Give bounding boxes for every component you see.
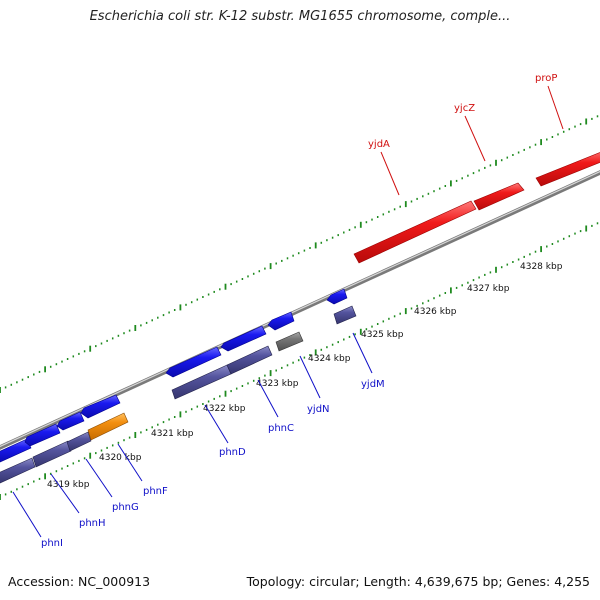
feature-blue-1[interactable] bbox=[0, 438, 32, 463]
svg-text:proP: proP bbox=[535, 73, 557, 84]
gene-label-phnH[interactable]: phnH bbox=[50, 473, 106, 529]
kbp-label: 4324 kbp bbox=[308, 354, 351, 364]
svg-text:yjdM: yjdM bbox=[361, 379, 385, 390]
svg-text:phnH: phnH bbox=[79, 518, 106, 529]
svg-text:phnF: phnF bbox=[143, 486, 168, 497]
gene-label-yjdA[interactable]: yjdA bbox=[368, 139, 400, 196]
feature-phnH[interactable] bbox=[32, 440, 72, 468]
gene-label-phnI[interactable]: phnI bbox=[12, 491, 63, 549]
svg-text:yjdN: yjdN bbox=[307, 404, 330, 415]
kbp-label: 4328 kbp bbox=[520, 262, 563, 272]
kbp-label: 4323 kbp bbox=[256, 379, 299, 389]
gene-label-phnD[interactable]: phnD bbox=[204, 404, 246, 458]
accession-text: Accession: NC_000913 bbox=[8, 574, 151, 589]
svg-text:yjdA: yjdA bbox=[368, 139, 390, 150]
feature-proP[interactable] bbox=[535, 150, 600, 187]
feature-phnG[interactable] bbox=[66, 431, 92, 452]
feature-yjdM[interactable] bbox=[333, 305, 357, 325]
upper-tick-track bbox=[0, 115, 599, 393]
kbp-label: 4320 kbp bbox=[99, 453, 142, 463]
gene-label-proP[interactable]: proP bbox=[535, 73, 564, 130]
svg-text:phnI: phnI bbox=[41, 538, 63, 549]
svg-text:phnC: phnC bbox=[268, 423, 294, 434]
feature-blue-3[interactable] bbox=[56, 411, 85, 431]
feature-yjcZ[interactable] bbox=[473, 182, 525, 211]
gene-label-phnF[interactable]: phnF bbox=[117, 443, 168, 497]
gene-label-phnC[interactable]: phnC bbox=[257, 379, 294, 434]
feature-blue-4[interactable] bbox=[80, 394, 121, 419]
feature-yjdA[interactable] bbox=[353, 200, 477, 264]
feature-blue-5[interactable] bbox=[165, 346, 222, 378]
topology-text: Topology: circular; Length: 4,639,675 bp… bbox=[246, 574, 590, 589]
feature-blue-7[interactable] bbox=[267, 311, 295, 331]
svg-text:yjcZ: yjcZ bbox=[454, 103, 475, 114]
gene-label-yjcZ[interactable]: yjcZ bbox=[454, 103, 486, 162]
gene-label-yjdN[interactable]: yjdN bbox=[299, 355, 330, 415]
feature-yjdN[interactable] bbox=[275, 331, 304, 352]
feature-blue-6[interactable] bbox=[220, 325, 267, 352]
feature-phnF[interactable] bbox=[87, 412, 129, 441]
kbp-label: 4321 kbp bbox=[151, 429, 194, 439]
kbp-label: 4327 kbp bbox=[467, 284, 510, 294]
kbp-label: 4322 kbp bbox=[203, 404, 246, 414]
feature-blue-2[interactable] bbox=[24, 423, 61, 447]
kbp-label: 4326 kbp bbox=[414, 307, 457, 317]
feature-phnC[interactable] bbox=[226, 345, 273, 375]
kbp-labels: 4319 kbp 4320 kbp 4321 kbp 4322 kbp 4323… bbox=[47, 262, 563, 490]
svg-text:phnG: phnG bbox=[112, 502, 139, 513]
kbp-label: 4325 kbp bbox=[361, 330, 404, 340]
gene-label-yjdM[interactable]: yjdM bbox=[352, 332, 385, 390]
map-title: Escherichia coli str. K-12 substr. MG165… bbox=[89, 9, 511, 24]
lower-tick-track bbox=[0, 222, 599, 500]
gene-label-phnG[interactable]: phnG bbox=[85, 458, 139, 513]
feature-blue-8[interactable] bbox=[326, 288, 348, 305]
svg-text:phnD: phnD bbox=[219, 447, 246, 458]
kbp-label: 4319 kbp bbox=[47, 480, 90, 490]
feature-phnI[interactable] bbox=[0, 457, 36, 484]
